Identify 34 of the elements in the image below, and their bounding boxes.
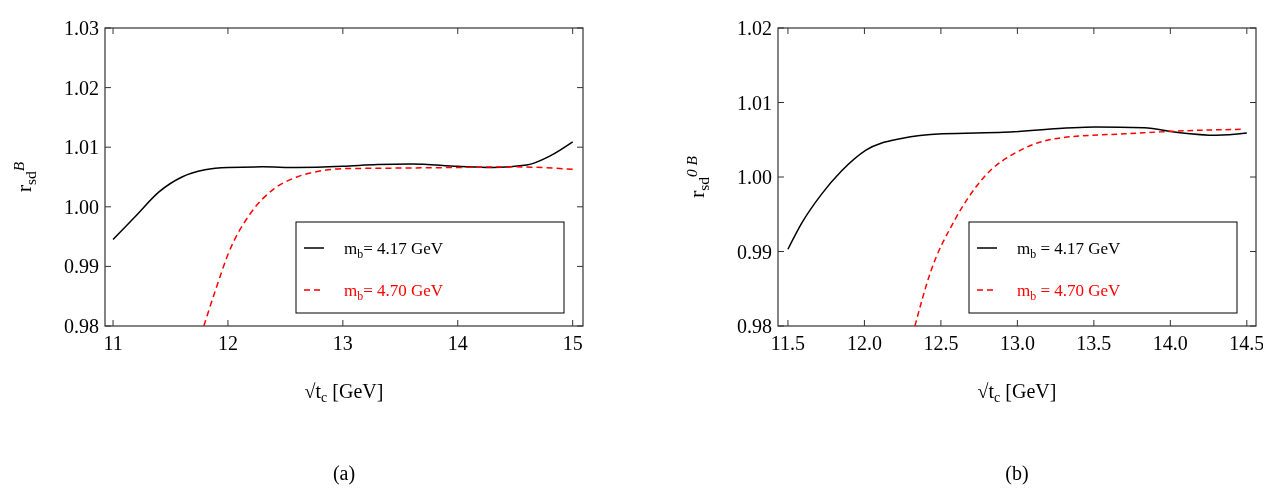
y-tick-label: 1.02 xyxy=(737,17,772,39)
legend-label: m$_{b}$= 4.17 GeV xyxy=(344,239,444,261)
x-axis-title: √t$_{c}$ [GeV] xyxy=(304,380,384,406)
x-axis-title: √t$_{c}$ [GeV] xyxy=(977,380,1057,406)
x-tick-label: 12 xyxy=(217,332,238,354)
x-tick-label: 13 xyxy=(332,332,353,354)
y-tick-label: 1.02 xyxy=(64,76,99,99)
y-tick-label: 0.99 xyxy=(737,240,772,263)
text: (a) xyxy=(332,462,356,485)
legend-label: m$_{b}$ = 4.17 GeV xyxy=(1017,239,1122,261)
y-tick-label: 0.98 xyxy=(737,315,772,337)
y-tick-label: 0.98 xyxy=(64,315,99,337)
legend-label: m$_{b}$= 4.70 GeV xyxy=(344,281,444,303)
y-tick-label: 1.01 xyxy=(64,136,99,159)
x-tick-label: 13.0 xyxy=(999,332,1035,354)
x-tick-label: 14 xyxy=(447,332,468,354)
line-series xyxy=(203,166,574,326)
y-tick-label: 1.03 xyxy=(64,17,99,39)
x-tick-label: 12.0 xyxy=(846,332,882,354)
x-tick-label: 11.5 xyxy=(770,332,806,354)
x-tick-label: 15 xyxy=(562,332,583,354)
y-tick-label: 0.99 xyxy=(64,255,99,278)
x-tick-label: 11 xyxy=(103,332,123,354)
y-tick-label: 1.01 xyxy=(737,91,772,114)
x-tick-label: 14.0 xyxy=(1152,332,1188,354)
legend-label: m$_{b}$ = 4.70 GeV xyxy=(1017,281,1122,303)
x-tick-label: 13.5 xyxy=(1076,332,1112,354)
line-series xyxy=(112,141,574,241)
y-tick-label: 1.00 xyxy=(737,166,772,188)
line-series xyxy=(914,128,1242,326)
x-tick-label: 12.5 xyxy=(923,332,959,354)
x-tick-label: 14.5 xyxy=(1229,332,1265,354)
y-tick-label: 1.00 xyxy=(64,195,99,218)
text: (b) xyxy=(1005,462,1029,485)
